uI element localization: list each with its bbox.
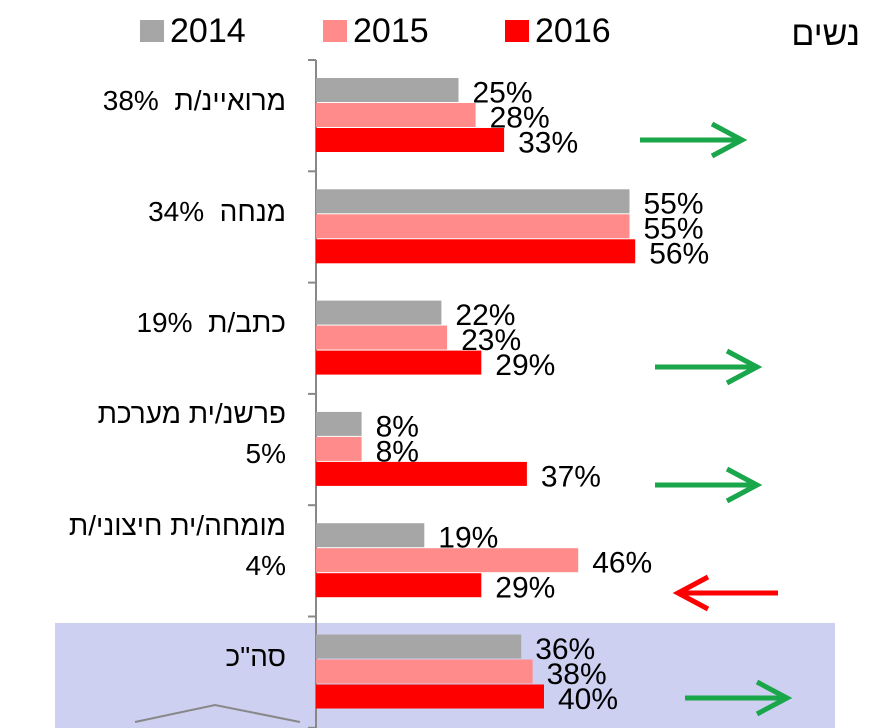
bar — [316, 350, 482, 375]
legend-swatch — [323, 20, 347, 42]
value-label: 29% — [495, 349, 555, 382]
category-label: סה"כ — [225, 641, 286, 672]
bar — [316, 103, 476, 127]
down-arrow — [672, 574, 778, 612]
value-label: 46% — [592, 547, 652, 580]
bar — [316, 523, 425, 548]
value-label: 33% — [518, 126, 578, 159]
up-arrow — [655, 348, 763, 386]
legend-label: 2014 — [170, 12, 246, 50]
bar — [316, 659, 533, 684]
value-label: 40% — [558, 683, 618, 716]
value-label: 29% — [495, 572, 555, 605]
value-label: 36% — [535, 633, 595, 666]
value-label: 55% — [644, 188, 704, 221]
bar — [316, 214, 630, 239]
bar — [316, 548, 579, 573]
category-label: 4% — [245, 549, 286, 581]
legend-swatch — [140, 20, 164, 42]
category-label: מנחה 34% — [148, 195, 286, 227]
legend-swatch — [505, 20, 529, 42]
up-arrow — [685, 679, 793, 717]
category-label: 5% — [245, 438, 286, 470]
legend-label: 2016 — [535, 12, 611, 50]
value-label: 22% — [455, 299, 515, 332]
bar — [316, 461, 527, 486]
chart-title: נשים — [791, 15, 860, 53]
value-label: 56% — [649, 238, 709, 271]
up-arrow — [655, 466, 763, 504]
category-label: כתב/ת 19% — [136, 307, 286, 339]
bar — [316, 239, 636, 264]
value-label: 38% — [547, 658, 607, 691]
value-label: 37% — [541, 460, 601, 493]
bar — [316, 300, 442, 325]
bar — [316, 78, 459, 102]
category-label: מומחה/ית חיצוני/ת — [68, 509, 286, 541]
bar — [316, 436, 362, 461]
value-label: 8% — [376, 410, 419, 443]
bar — [316, 325, 448, 350]
value-label: 25% — [473, 76, 533, 109]
bar — [316, 634, 522, 659]
up-arrow — [640, 121, 748, 159]
bracket — [134, 703, 301, 723]
trend-arrows — [640, 121, 793, 717]
category-label: מרואיינ/ת 38% — [102, 84, 286, 116]
category-label: פרשנ/ית מערכת — [97, 398, 286, 430]
bar — [316, 684, 544, 709]
bar — [316, 128, 505, 152]
bar — [316, 573, 482, 598]
value-label: 55% — [644, 213, 704, 246]
bar — [316, 189, 630, 214]
bar — [316, 411, 362, 436]
legend-label: 2015 — [353, 12, 429, 50]
